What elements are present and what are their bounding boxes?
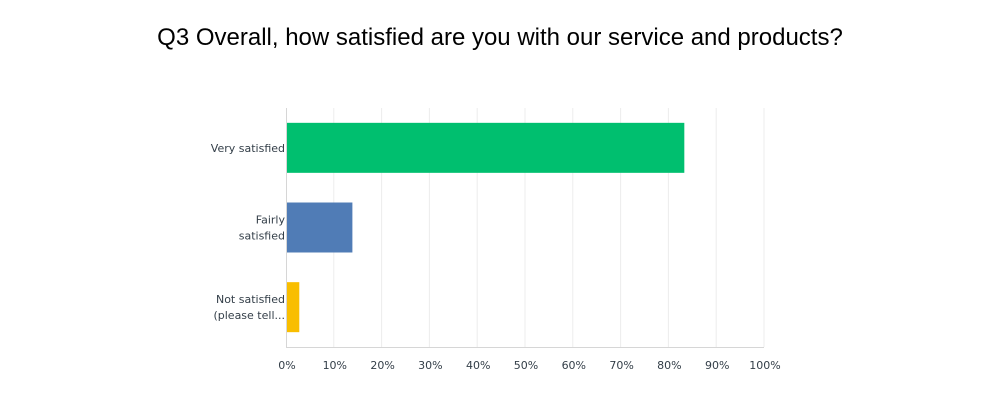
category-label: Very satisfied [211, 142, 285, 155]
chart-title: Q3 Overall, how satisfied are you with o… [157, 24, 843, 51]
x-tick-label: 60% [562, 359, 586, 372]
x-tick-label: 50% [514, 359, 538, 372]
x-tick-label: 30% [418, 359, 442, 372]
category-label: Fairly satisfied [239, 214, 286, 243]
x-tick-label: 90% [705, 359, 729, 372]
x-axis-tick-labels: 0% 10% 20% 30% 40% 50% 60% 70% 80% 90% 100% [278, 359, 780, 372]
x-tick-label: 70% [609, 359, 633, 372]
x-tick-label: 40% [466, 359, 490, 372]
x-tick-label: 100% [749, 359, 780, 372]
bar [286, 122, 685, 173]
x-tick-label: 80% [657, 359, 681, 372]
x-tick-label: 0% [278, 359, 295, 372]
category-labels: Very satisfied Fairly satisfied Not satisfi… [211, 142, 286, 322]
x-tick-label: 20% [370, 359, 394, 372]
axes [286, 108, 764, 348]
bar [286, 282, 300, 333]
bar [286, 202, 353, 253]
category-label: Not satisfied (please tell... [213, 293, 285, 322]
bars [286, 122, 685, 333]
x-tick-label: 10% [323, 359, 347, 372]
